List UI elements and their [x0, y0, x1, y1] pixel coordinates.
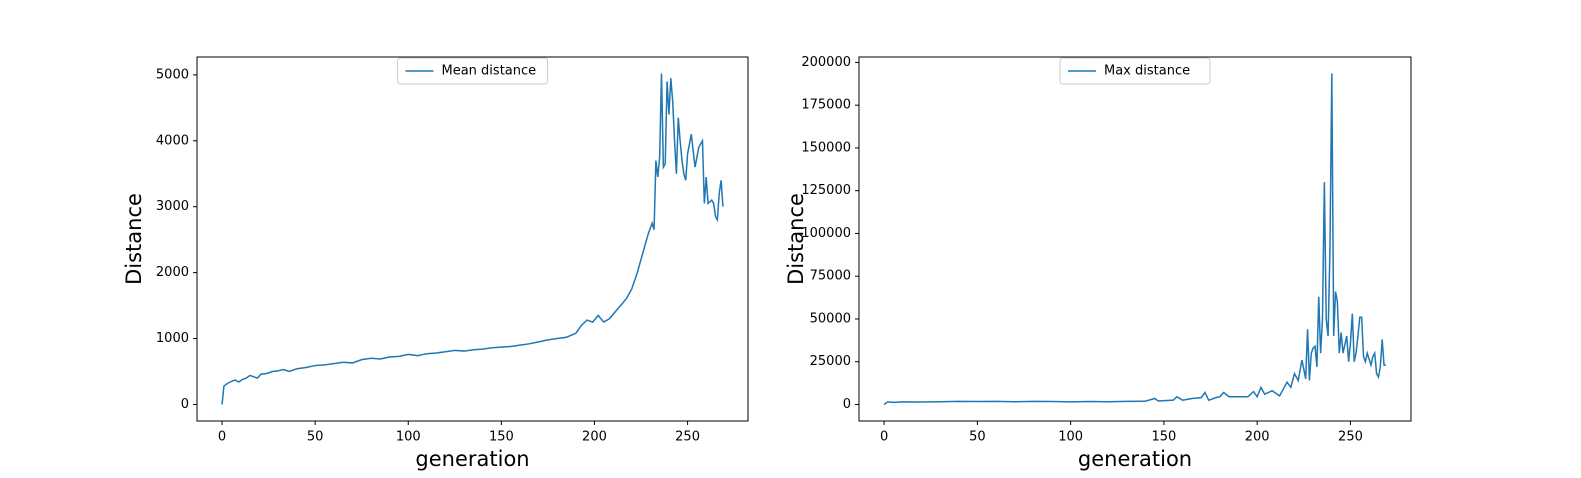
y-tick-label: 100000 — [801, 226, 851, 241]
y-tick-label: 175000 — [801, 98, 851, 113]
x-tick-label: 150 — [1152, 430, 1177, 445]
x-tick-label: 100 — [396, 430, 421, 445]
y-tick-label: 0 — [843, 397, 851, 412]
x-axis-label: generation — [415, 447, 529, 471]
y-tick-label: 75000 — [810, 269, 851, 284]
x-tick-label: 250 — [1338, 430, 1363, 445]
y-tick-label: 2000 — [156, 265, 189, 280]
y-tick-label: 150000 — [801, 140, 851, 155]
y-axis-label: Distance — [784, 193, 808, 285]
x-tick-label: 0 — [218, 430, 226, 445]
legend-box — [1059, 57, 1211, 85]
y-tick-label: 0 — [181, 397, 189, 412]
x-axis-label: generation — [1078, 447, 1192, 471]
x-tick-label: 200 — [582, 430, 607, 445]
y-tick-label: 50000 — [810, 311, 851, 326]
y-tick-label: 125000 — [801, 183, 851, 198]
y-tick-label: 4000 — [156, 133, 189, 148]
x-tick-label: 50 — [307, 430, 324, 445]
data-line — [221, 73, 724, 405]
y-tick-label: 25000 — [810, 354, 851, 369]
x-tick-label: 50 — [969, 430, 986, 445]
y-tick-label: 200000 — [801, 55, 851, 70]
x-tick-label: 150 — [489, 430, 514, 445]
y-axis-label: Distance — [122, 193, 146, 285]
x-tick-label: 100 — [1058, 430, 1083, 445]
data-line — [883, 73, 1386, 406]
y-tick-label: 3000 — [156, 199, 189, 214]
legend-label: Mean distance — [442, 64, 537, 79]
legend-box — [397, 57, 548, 85]
plot-frame — [196, 56, 749, 422]
x-tick-label: 0 — [880, 430, 888, 445]
y-tick-label: 5000 — [156, 67, 189, 82]
x-tick-label: 200 — [1245, 430, 1270, 445]
x-tick-label: 250 — [675, 430, 700, 445]
y-tick-label: 1000 — [156, 331, 189, 346]
plot-frame — [858, 56, 1412, 422]
legend-label: Max distance — [1104, 64, 1190, 79]
